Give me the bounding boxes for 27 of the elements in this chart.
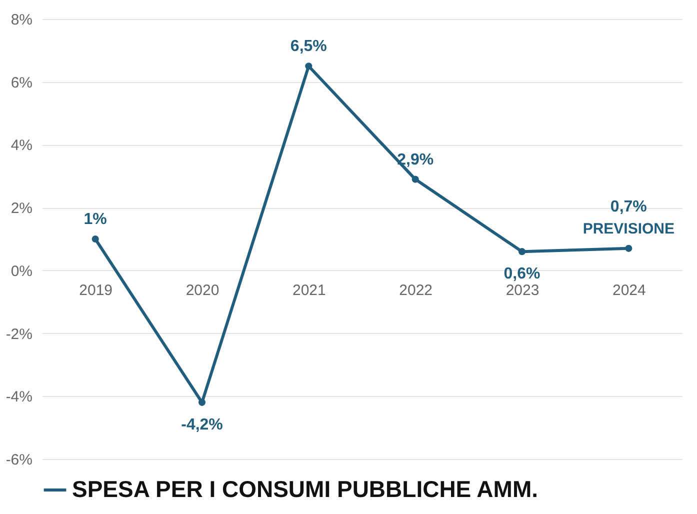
data-label: 1% bbox=[84, 211, 107, 228]
x-tick-label: 2024 bbox=[612, 282, 646, 299]
y-tick-label: -2% bbox=[6, 326, 32, 343]
y-tick-label: -4% bbox=[6, 388, 32, 406]
x-tick-label: 2022 bbox=[399, 282, 433, 299]
data-label: 0,6% bbox=[504, 266, 540, 283]
y-tick-label: 8% bbox=[10, 12, 32, 28]
point bbox=[92, 235, 99, 243]
y-tick-label: 0% bbox=[10, 262, 32, 280]
y-tick-label: -6% bbox=[6, 452, 32, 468]
point bbox=[198, 398, 206, 406]
x-tick-label: 2019 bbox=[79, 282, 113, 299]
point bbox=[518, 248, 526, 256]
data-label: 6,5% bbox=[290, 38, 327, 56]
y-tick-label: 6% bbox=[10, 74, 32, 92]
point bbox=[625, 244, 632, 252]
x-tick-label: 2023 bbox=[506, 282, 540, 299]
legend-label: SPESA PER I CONSUMI PUBBLICHE AMM. bbox=[72, 476, 538, 502]
data-label: 0,7% bbox=[610, 198, 647, 216]
point bbox=[305, 62, 312, 70]
annotation: PREVISIONE bbox=[582, 220, 675, 238]
data-label: -4,2% bbox=[181, 416, 223, 434]
x-tick-label: 2021 bbox=[292, 282, 326, 299]
y-tick-label: 2% bbox=[10, 200, 32, 218]
point bbox=[412, 176, 419, 183]
y-tick-label: 4% bbox=[10, 137, 32, 154]
x-tick-label: 2020 bbox=[186, 282, 220, 299]
